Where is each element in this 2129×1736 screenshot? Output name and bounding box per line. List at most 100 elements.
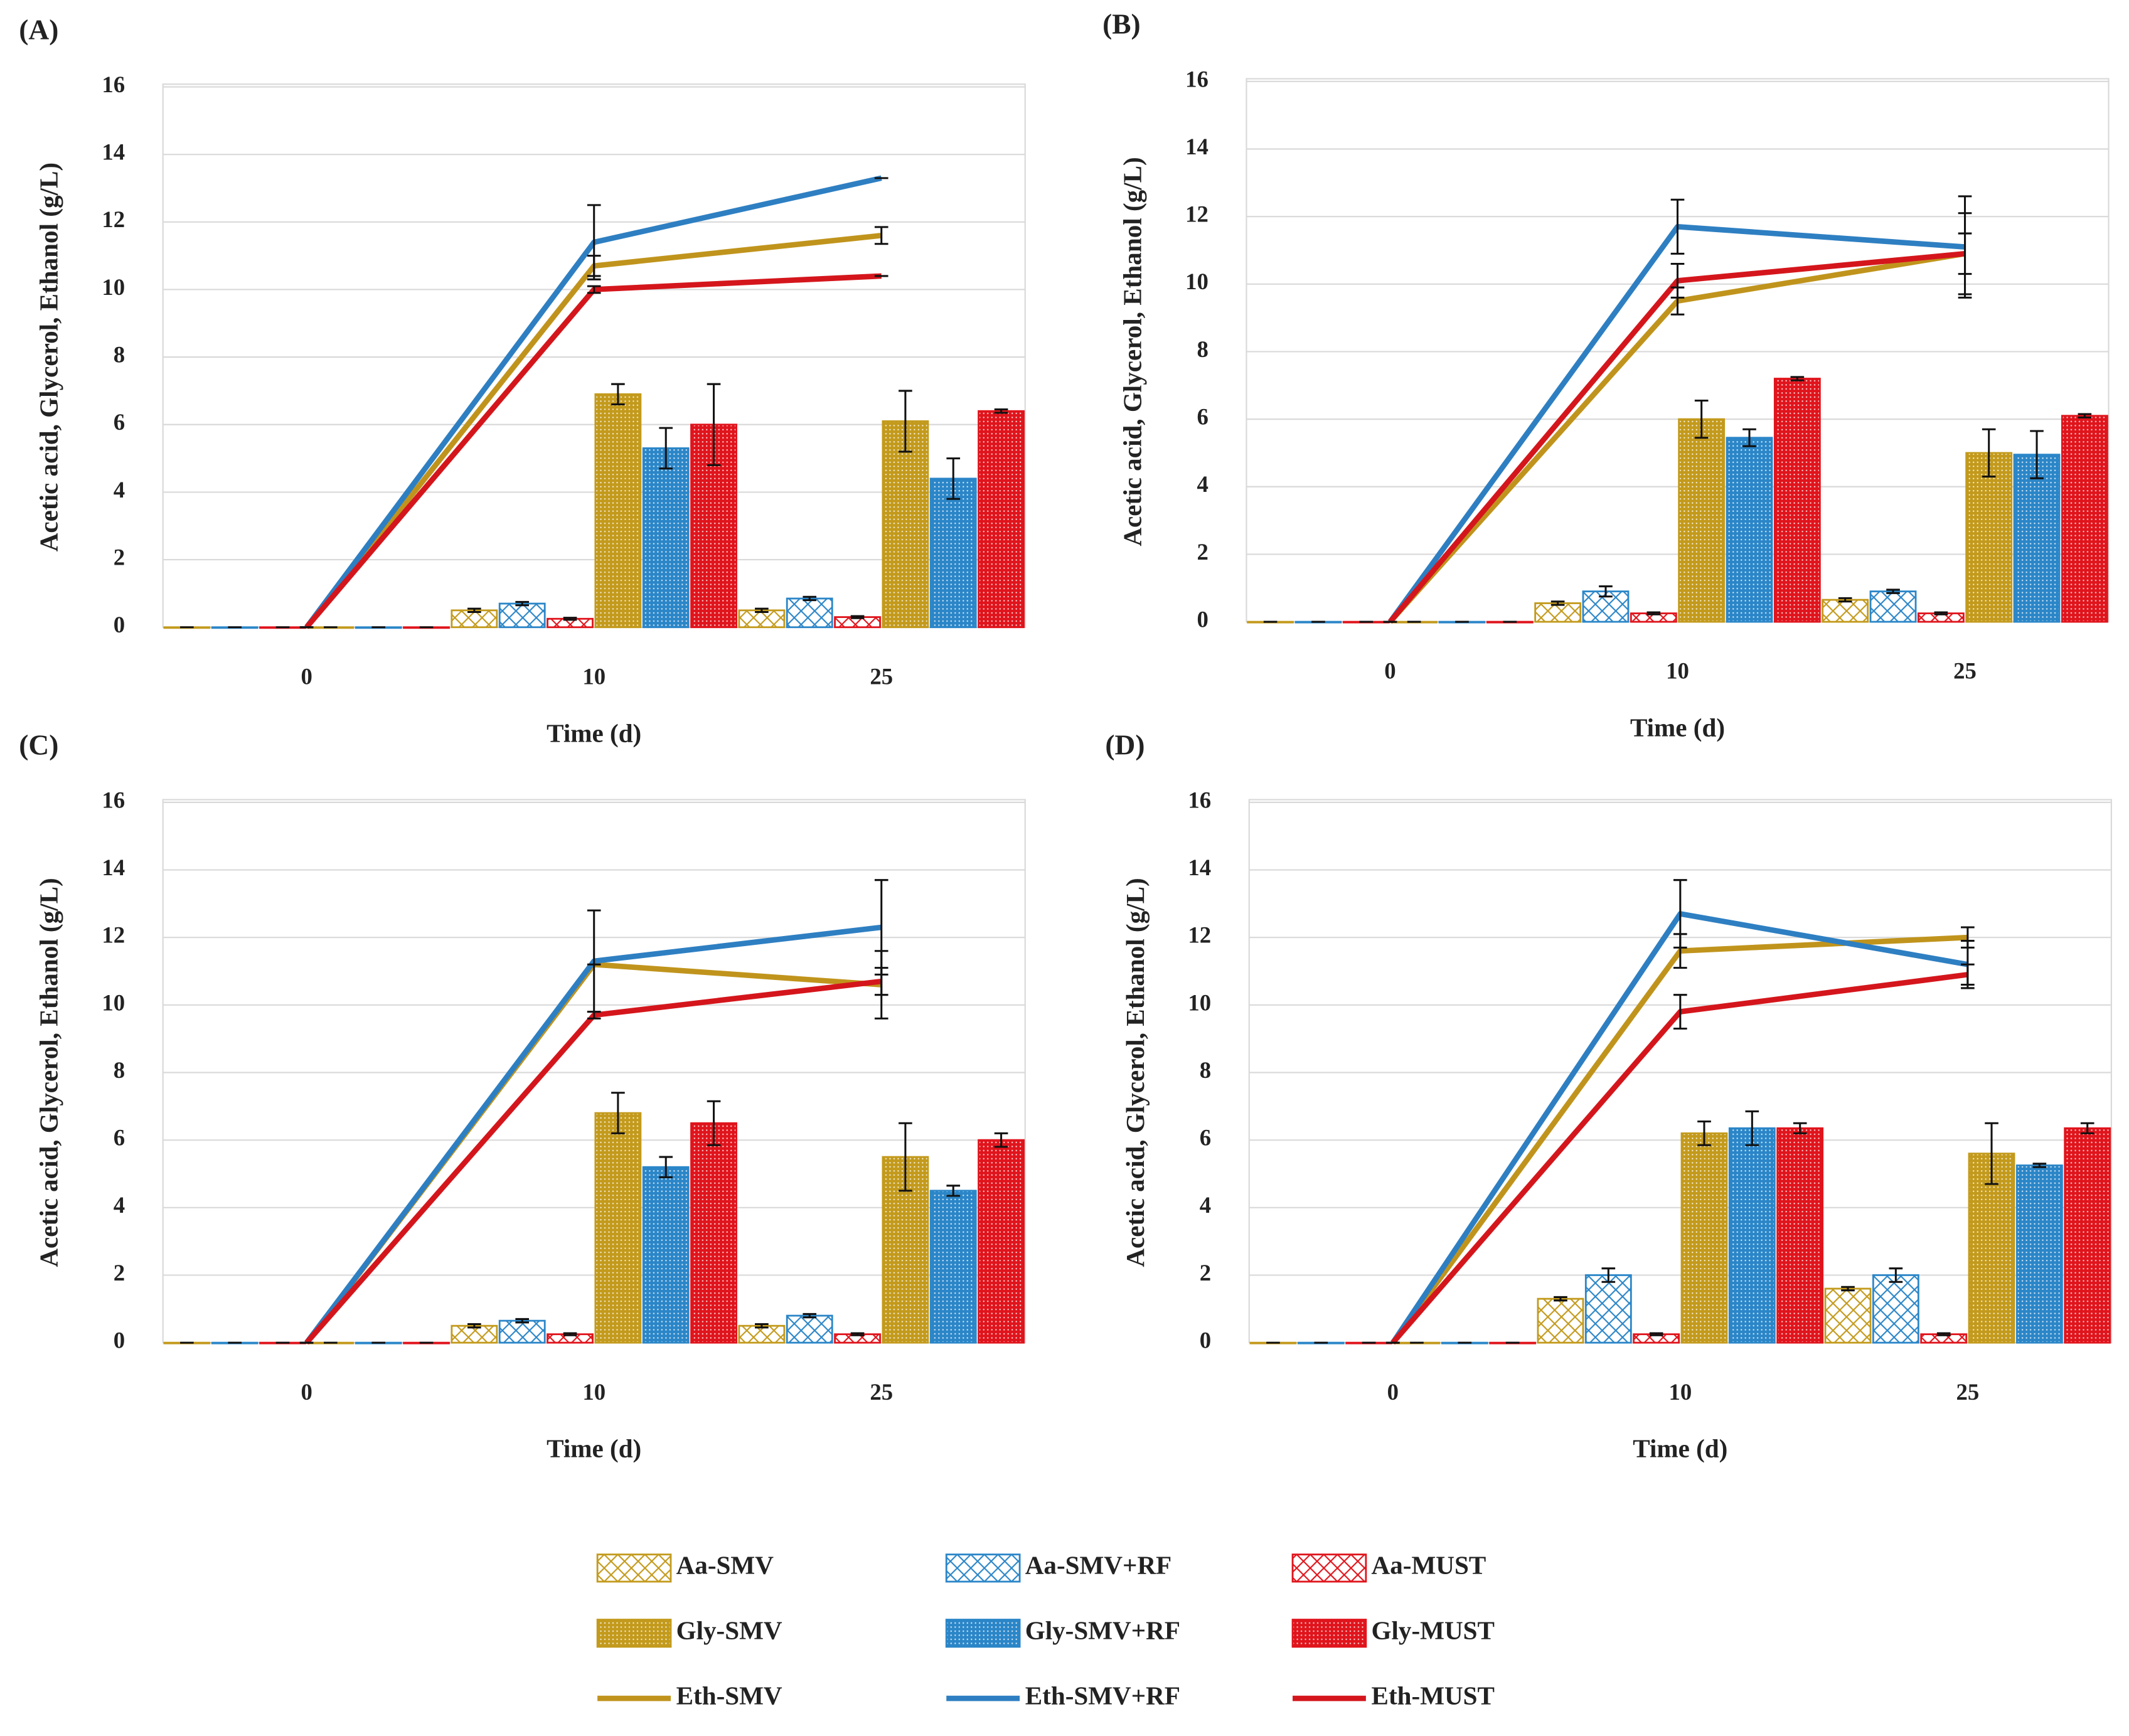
- bar: [1822, 599, 1869, 623]
- error-bar: [563, 617, 577, 621]
- error-bar: [611, 383, 625, 405]
- error-bar: [707, 1100, 721, 1146]
- bar: [1869, 590, 1917, 623]
- error-bar: [515, 600, 530, 607]
- bar: [1824, 1287, 1872, 1344]
- bar: [451, 1324, 498, 1344]
- error-bar: [1601, 1267, 1616, 1283]
- legend-label: Eth-SMV: [676, 1681, 782, 1710]
- error-bar: [1554, 1296, 1567, 1302]
- y-axis-title: Acetic acid, Glycerol, Ethanol (g/L): [1121, 878, 1150, 1267]
- y-tick-label: 2: [1200, 1260, 1211, 1286]
- error-bar: [1742, 428, 1756, 447]
- error-bar: [515, 1318, 530, 1324]
- x-tick-label: 0: [1387, 1379, 1399, 1405]
- error-bar: [755, 1323, 769, 1329]
- x-tick-label: 0: [1384, 658, 1395, 684]
- legend-label: Eth-MUST: [1372, 1681, 1495, 1710]
- error-bar: [850, 1332, 865, 1336]
- error-bar: [994, 1132, 1008, 1148]
- x-tick-label: 10: [582, 1379, 606, 1405]
- x-tick-label: 25: [870, 663, 893, 689]
- y-tick-label: 4: [1197, 471, 1208, 497]
- error-bar: [1673, 994, 1687, 1030]
- panel-label: (C): [19, 730, 58, 761]
- error-bar: [707, 383, 721, 466]
- bar: [786, 1314, 833, 1344]
- y-tick-label: 12: [1185, 201, 1209, 227]
- y-tick-label: 14: [102, 855, 125, 880]
- y-axis-title: Acetic acid, Glycerol, Ethanol (g/L): [35, 878, 64, 1267]
- error-bar: [1646, 611, 1661, 615]
- error-bar: [2032, 1163, 2047, 1168]
- bar: [2064, 1127, 2111, 1344]
- legend-label: Aa-SMV: [676, 1551, 774, 1580]
- error-bar: [587, 1011, 601, 1020]
- y-tick-label: 16: [102, 72, 125, 97]
- error-bar: [874, 967, 888, 996]
- error-bar: [1889, 1267, 1903, 1283]
- legend-swatch: [945, 1553, 1021, 1583]
- bar: [451, 609, 498, 629]
- y-tick-label: 10: [1185, 269, 1209, 294]
- error-bar: [1670, 198, 1685, 255]
- error-bar: [563, 1332, 577, 1336]
- panel-label: (B): [1102, 9, 1141, 40]
- bar: [978, 410, 1025, 629]
- bar: [1584, 1274, 1632, 1344]
- error-bar: [803, 1313, 817, 1319]
- bar: [1678, 418, 1726, 623]
- error-bar: [946, 1185, 961, 1197]
- error-bar: [1793, 1122, 1807, 1134]
- error-bar: [994, 408, 1008, 414]
- legend-swatch: [1291, 1553, 1367, 1583]
- bar: [1776, 1127, 1824, 1344]
- error-bar: [1886, 588, 1900, 594]
- y-tick-label: 8: [1197, 336, 1208, 362]
- bar: [594, 393, 642, 629]
- x-axis-title: Time (d): [1633, 1434, 1727, 1464]
- panel-label: (A): [19, 14, 58, 45]
- error-bar: [2078, 413, 2092, 418]
- error-bar: [899, 390, 912, 453]
- x-axis-title: Time (d): [547, 718, 641, 748]
- y-tick-label: 4: [114, 477, 125, 503]
- error-bar: [803, 595, 817, 602]
- bar: [929, 1190, 977, 1344]
- bar: [498, 602, 546, 629]
- y-tick-label: 10: [102, 274, 125, 300]
- error-bar: [611, 1092, 625, 1134]
- legend-label: Eth-SMV+RF: [1025, 1681, 1180, 1710]
- y-tick-label: 0: [1197, 607, 1208, 632]
- error-bar: [874, 226, 888, 245]
- error-bar: [1673, 879, 1687, 949]
- bar: [882, 420, 929, 629]
- bar: [594, 1112, 642, 1344]
- error-bar: [1550, 600, 1565, 606]
- y-tick-label: 0: [114, 1328, 125, 1353]
- error-bar: [755, 607, 769, 614]
- error-bar: [1838, 597, 1852, 603]
- bar: [929, 477, 977, 629]
- legend-label: Gly-MUST: [1372, 1616, 1495, 1645]
- y-tick-label: 10: [102, 989, 125, 1015]
- error-bar: [2030, 430, 2044, 479]
- x-tick-label: 10: [582, 663, 606, 689]
- y-axis-title: Acetic acid, Glycerol, Ethanol (g/L): [1118, 157, 1147, 546]
- y-tick-label: 6: [1197, 404, 1208, 430]
- y-tick-label: 16: [1188, 787, 1211, 812]
- error-bar: [946, 457, 961, 500]
- bar: [786, 597, 833, 629]
- y-axis-title: Acetic acid, Glycerol, Ethanol (g/L): [35, 162, 64, 551]
- y-tick-label: 12: [102, 206, 125, 232]
- error-bar: [1697, 1121, 1711, 1146]
- y-tick-label: 12: [102, 922, 125, 948]
- y-tick-label: 14: [1188, 855, 1211, 880]
- bar: [1534, 602, 1582, 623]
- bar: [1872, 1274, 1919, 1344]
- x-tick-label: 25: [1953, 658, 1977, 684]
- y-tick-label: 6: [114, 1125, 125, 1151]
- y-tick-label: 16: [102, 787, 125, 812]
- y-tick-label: 2: [1197, 539, 1208, 565]
